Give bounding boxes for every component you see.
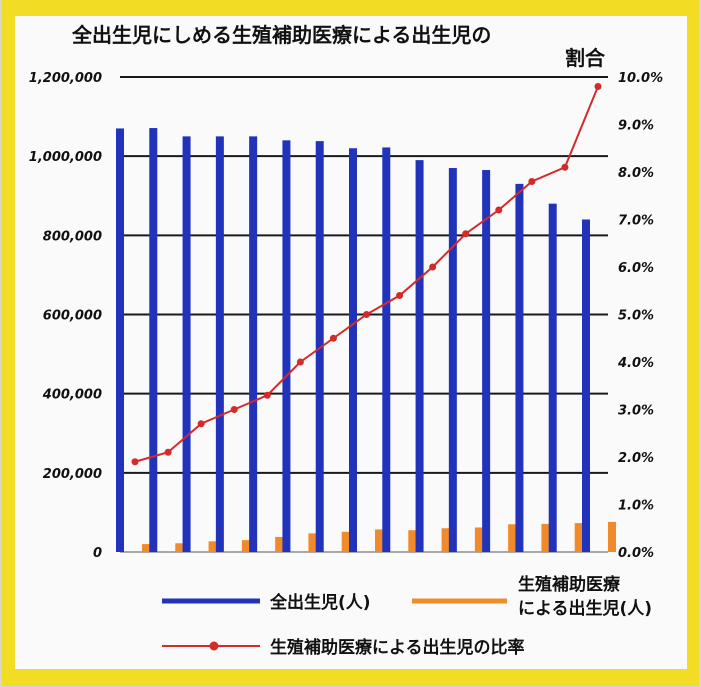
bar-art-births: [608, 521, 616, 552]
bars: [116, 128, 616, 553]
bar-art-births: [474, 527, 483, 552]
ratio-point: [495, 206, 503, 214]
bar-total-births: [382, 147, 391, 553]
right-tick-label: 4.0%: [617, 356, 654, 371]
right-tick-label: 7.0%: [618, 214, 654, 229]
bar-art-births: [441, 528, 450, 552]
legend-label-total-births: 全出生児(人): [269, 592, 371, 613]
bar-total-births: [116, 128, 124, 553]
ratio-point: [329, 334, 337, 342]
ratio-line: [131, 83, 602, 466]
right-tick-label: 3.0%: [618, 404, 654, 419]
left-tick-label: 200,000: [43, 467, 102, 482]
right-tick-label: 0.0%: [618, 546, 654, 561]
legend-label-art-births-line-2: による出生児(人): [518, 598, 652, 619]
bar-art-births: [574, 523, 583, 552]
ratio-point: [594, 83, 602, 90]
right-tick-label: 6.0%: [618, 261, 654, 276]
legend-label-art-births-line-1: 生殖補助医療: [518, 574, 621, 595]
bar-art-births: [208, 541, 217, 552]
ratio-point: [528, 178, 536, 185]
ratio-point: [263, 391, 271, 399]
bar-total-births: [515, 183, 524, 552]
ratio-point: [131, 458, 139, 466]
ratio-point: [396, 292, 404, 299]
bar-total-births: [182, 136, 191, 552]
left-tick-label: 0: [93, 546, 102, 561]
right-axis-ticks: 0.0% 1.0% 2.0% 3.0% 4.0% 5.0% 6.0% 7.0% 8.0% 9.0%…: [617, 71, 663, 561]
bar-art-births: [241, 540, 250, 552]
right-tick-label: 1.0%: [618, 499, 654, 514]
left-tick-label: 600,000: [43, 309, 102, 324]
bar-art-births: [275, 536, 284, 552]
right-tick-label: 8.0%: [618, 166, 654, 181]
bar-art-births: [408, 530, 417, 552]
bar-art-births: [508, 524, 517, 552]
chart-title-line-1: 全出生児にしめる生殖補助医療による出生児の: [71, 23, 491, 47]
right-tick-label: 9.0%: [618, 119, 654, 134]
legend-label-ratio: 生殖補助医療による出生児の比率: [270, 637, 525, 658]
bar-total-births: [582, 219, 590, 552]
bar-total-births: [315, 141, 324, 552]
left-tick-label: 800,000: [43, 229, 102, 244]
bar-total-births: [548, 203, 557, 552]
right-tick-label: 5.0%: [618, 309, 654, 324]
bar-total-births: [215, 136, 224, 552]
ratio-point: [429, 263, 437, 271]
legend: 全出生児(人) 生殖補助医療 による出生児(人) 生殖補助医療による出生児の比率: [162, 574, 652, 658]
left-tick-label: 400,000: [42, 388, 102, 403]
ratio-point: [164, 448, 172, 456]
ratio-point: [462, 230, 470, 238]
right-tick-label: 2.0%: [618, 451, 654, 466]
ratio-point: [363, 311, 370, 318]
bar-total-births: [282, 140, 291, 553]
ratio-point: [296, 358, 304, 366]
left-tick-label: 1,200,000: [29, 71, 102, 86]
bar-total-births: [415, 160, 424, 552]
bar-art-births: [341, 531, 350, 552]
left-axis-ticks: 0 200,000 400,000 600,000 800,000 1,000,000 1,…: [29, 71, 102, 561]
legend-swatch-ratio-marker: [209, 641, 219, 651]
bar-art-births: [308, 533, 317, 552]
bar-total-births: [448, 168, 457, 552]
bar-art-births: [541, 523, 550, 552]
left-tick-label: 1,000,000: [29, 150, 102, 165]
bar-art-births: [142, 544, 150, 552]
ratio-point: [561, 163, 569, 171]
ratio-point: [230, 406, 238, 413]
bar-art-births: [375, 529, 383, 552]
bar-total-births: [482, 170, 491, 553]
bar-total-births: [249, 136, 258, 552]
ratio-point: [197, 420, 205, 428]
bar-total-births: [349, 148, 357, 552]
bar-total-births: [149, 128, 158, 552]
chart-title-line-2: 割合: [565, 46, 606, 70]
bar-art-births: [175, 543, 184, 552]
right-tick-label: 10.0%: [618, 71, 663, 86]
